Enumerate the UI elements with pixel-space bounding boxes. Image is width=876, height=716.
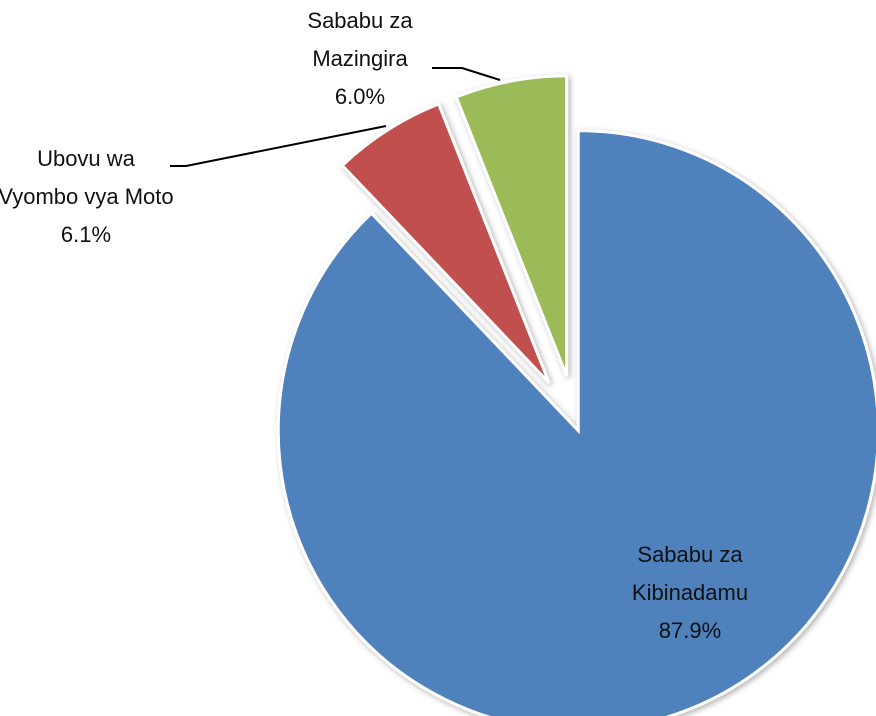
value-label: 87.9% xyxy=(658,618,722,643)
value-label: 6.1% xyxy=(60,222,112,247)
leader-line xyxy=(432,67,501,81)
slice-label: Sababu za Mazingira 6.0% xyxy=(280,2,440,116)
slice-label: Ubovu wa Vyombo vya Moto 6.1% xyxy=(0,140,177,254)
category-label: Sababu za Mazingira xyxy=(307,8,413,71)
leader-line xyxy=(170,125,387,167)
pie xyxy=(276,74,876,716)
category-label: Sababu za Kibinadamu xyxy=(631,542,749,605)
pie-slice xyxy=(340,101,551,384)
pie-slice xyxy=(276,129,876,716)
slice-label: Sababu za Kibinadamu 87.9% xyxy=(590,536,790,650)
category-label: Ubovu wa Vyombo vya Moto xyxy=(0,146,174,209)
value-label: 6.0% xyxy=(334,84,386,109)
pie-slice xyxy=(454,74,569,377)
